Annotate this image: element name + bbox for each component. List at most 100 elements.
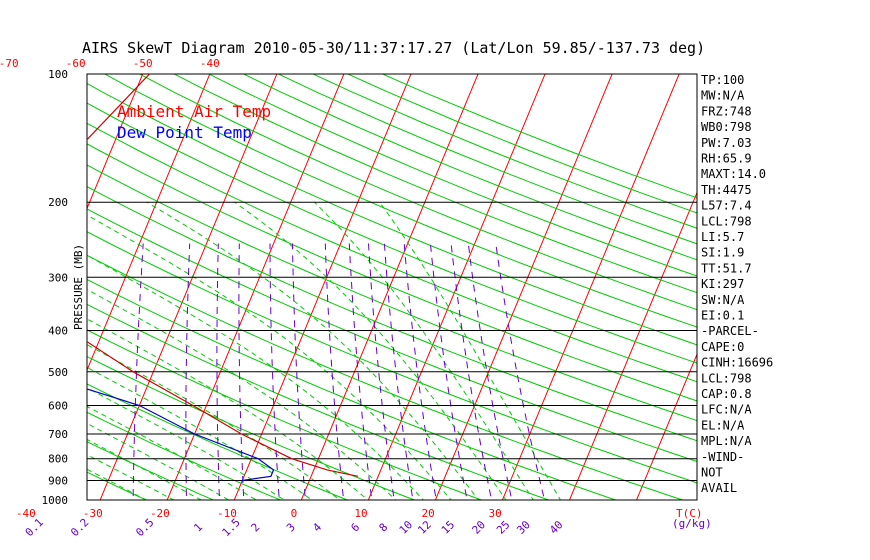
mixing-ratio-tick-label: 3	[284, 521, 298, 535]
mixing-ratio-line	[383, 243, 414, 500]
parameter-item: -WIND-	[701, 450, 744, 464]
bottom-temp-axis-label: T(C)	[676, 507, 703, 520]
pressure-tick-label: 200	[48, 196, 68, 209]
isotherm-line	[87, 74, 211, 372]
bottom-temp-tick-label: -30	[83, 507, 103, 520]
isotherm-line	[568, 191, 697, 500]
parameter-item: LCL:798	[701, 214, 752, 228]
top-temp-tick-label: -70	[0, 57, 19, 70]
mixing-ratio-tick-label: 25	[494, 518, 513, 537]
mixing-ratio-tick-label: 4	[310, 520, 324, 534]
isotherm-line	[300, 74, 479, 500]
mixing-ratio-line	[238, 243, 245, 500]
dry-adiabat-line	[87, 102, 697, 364]
parameter-item: EL:N/A	[701, 418, 745, 432]
dry-adiabat-line	[87, 278, 618, 500]
top-temp-tick-label: -60	[66, 57, 86, 70]
dry-adiabat-line	[87, 329, 483, 500]
dry-adiabat-line	[87, 254, 685, 500]
pressure-tick-label: 1000	[42, 494, 69, 507]
parameter-item: LI:5.7	[701, 230, 744, 244]
moist-adiabat-line	[146, 201, 480, 500]
dry-adiabat-line	[242, 74, 697, 261]
mixing-ratio-line	[22, 244, 46, 510]
isotherm-line	[233, 74, 412, 500]
grid-layer	[0, 55, 697, 510]
dry-adiabat-line	[87, 164, 697, 422]
moist-adiabat-line	[87, 387, 285, 500]
mixing-ratio-line	[403, 243, 437, 500]
isotherm-line	[636, 352, 697, 500]
parameter-item: AVAIL	[701, 481, 737, 495]
dry-adiabat-line	[87, 355, 416, 500]
parameter-item: WB0:798	[701, 120, 752, 134]
dry-adiabat-line	[87, 441, 215, 500]
dry-adiabat-line	[87, 143, 697, 402]
dry-adiabat-line	[87, 471, 148, 500]
parameter-item: MPL:N/A	[701, 434, 752, 448]
pressure-tick-label: 500	[48, 366, 68, 379]
moist-adiabat-line	[87, 454, 175, 500]
moist-adiabat-line	[87, 405, 258, 500]
parameter-item: MW:N/A	[701, 89, 745, 103]
isotherm-line	[434, 74, 613, 500]
mixing-ratio-tick-label: 30	[514, 518, 533, 537]
pressure-tick-label: 100	[48, 68, 68, 81]
dry-adiabat-line	[87, 186, 697, 442]
mixing-ratio-tick-label: 12	[415, 518, 434, 537]
dry-adiabat-line	[87, 122, 697, 383]
mixing-ratio-tick-label: 6	[348, 521, 362, 535]
parameter-item: TH:4475	[701, 183, 752, 197]
pressure-tick-label: 700	[48, 428, 68, 441]
pressure-tick-label: 800	[48, 453, 68, 466]
mixing-ratio-line	[132, 243, 144, 500]
mixing-ratio-tick-label: 40	[547, 518, 566, 537]
parameter-item: TT:51.7	[701, 261, 752, 275]
parameter-item: CAP:0.8	[701, 387, 752, 401]
bottom-temp-tick-label: 20	[421, 507, 434, 520]
isotherm-line	[87, 74, 144, 210]
dew-point-temp-series	[87, 388, 275, 482]
top-temp-tick-label: -40	[200, 57, 220, 70]
mixing-ratio-tick-label: 2	[249, 521, 263, 535]
mixing-ratio-line	[368, 243, 395, 500]
legend: Ambient Air Temp Dew Point Temp	[117, 102, 271, 142]
top-temp-tick-label: -50	[133, 57, 153, 70]
mixing-ratio-line	[429, 243, 468, 500]
moist-adiabat-line	[314, 201, 534, 500]
mixing-ratio-tick-label: 20	[470, 518, 489, 537]
dry-adiabat-line	[207, 74, 697, 277]
dry-adiabat-line	[0, 55, 30, 510]
mixing-ratio-line	[495, 243, 546, 500]
moist-adiabat-line	[87, 468, 148, 500]
bottom-temp-tick-label: -10	[217, 507, 237, 520]
parameter-item: -PARCEL-	[701, 324, 759, 338]
parameter-item: CINH:16696	[701, 356, 773, 370]
mixing-ratio-line	[216, 243, 221, 500]
label-layer: 1002003004005006007008009001000-120-110-…	[0, 57, 712, 539]
mixing-ratio-line	[324, 243, 345, 500]
bottom-temp-tick-label: 30	[489, 507, 502, 520]
legend-dew-point-temp: Dew Point Temp	[117, 123, 252, 142]
dry-adiabat-line	[138, 74, 697, 311]
dry-adiabat-line	[87, 383, 349, 500]
parameter-item: SI:1.9	[701, 246, 744, 260]
dry-adiabat-line	[87, 208, 697, 463]
parameter-item: EI:0.1	[701, 309, 744, 323]
dry-adiabat-line	[346, 74, 697, 214]
pressure-tick-label: 300	[48, 271, 68, 284]
mixing-ratio-tick-label: 10	[397, 518, 416, 537]
moist-adiabat-line	[234, 201, 507, 500]
y-axis-label: PRESSURE (MB)	[72, 244, 85, 330]
dry-adiabat-line	[277, 74, 697, 245]
bottom-temp-tick-label: -20	[150, 507, 170, 520]
bottom-temp-tick-label: -40	[16, 507, 36, 520]
parameter-item: SW:N/A	[701, 293, 745, 307]
mixing-ratio-line	[467, 243, 513, 500]
ambient-air-temp-series	[87, 74, 359, 477]
dry-adiabat-line	[173, 74, 697, 294]
parameter-item: LFC:N/A	[701, 403, 752, 417]
moist-adiabat-line	[87, 422, 230, 500]
chart-title: AIRS SkewT Diagram 2010-05-30/11:37:17.2…	[82, 39, 705, 57]
parameter-item: KI:297	[701, 277, 744, 291]
